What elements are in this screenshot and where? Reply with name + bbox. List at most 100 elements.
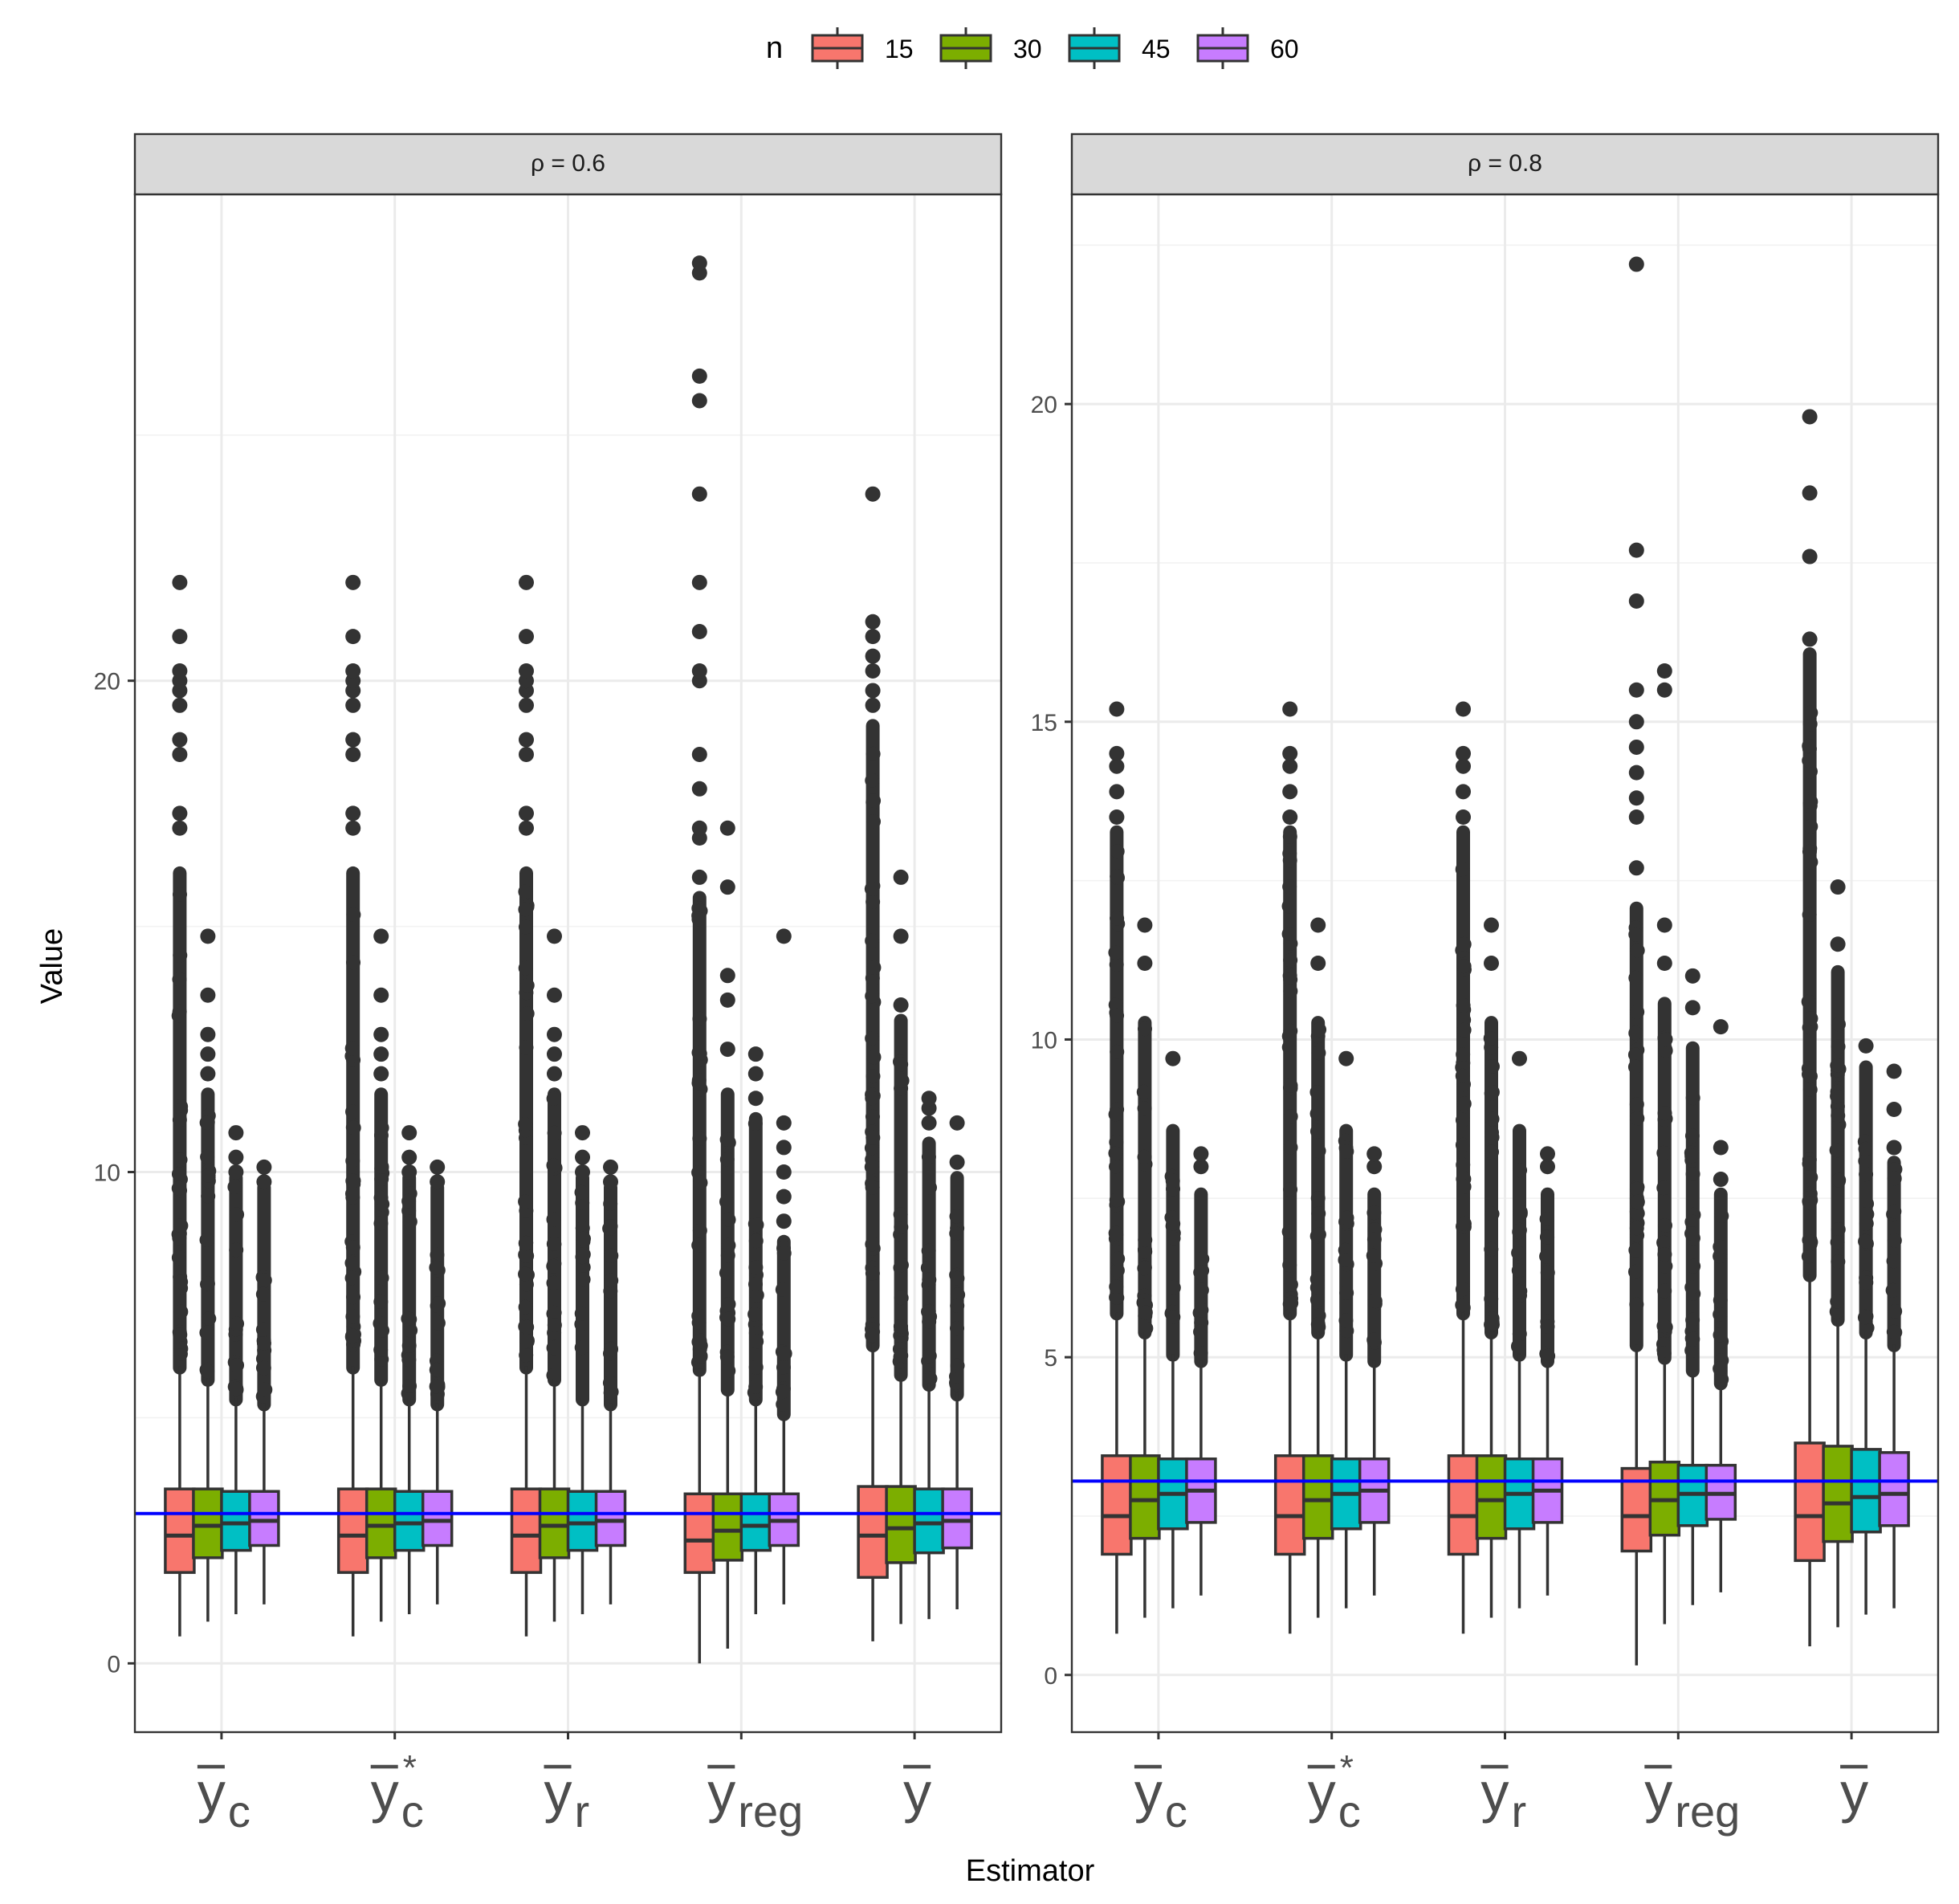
outlier-point (1281, 1040, 1297, 1055)
outlier-point (865, 1031, 880, 1046)
outlier-point (227, 1180, 242, 1195)
outlier-point (256, 1174, 272, 1190)
outlier-point (228, 1164, 244, 1180)
estimator-group-5 (857, 486, 973, 1641)
x-tick-label-sup: * (403, 1748, 417, 1788)
box-n30 (192, 928, 224, 1622)
outlier-point (1511, 1339, 1526, 1354)
outlier-point (255, 1286, 271, 1302)
outlier-point (1513, 1163, 1528, 1178)
outlier-point (721, 1297, 736, 1312)
outlier-point (1859, 1207, 1875, 1222)
box-n60 (1704, 1019, 1737, 1592)
outlier-point (719, 820, 735, 836)
outlier-point (575, 1164, 590, 1180)
outlier-point (229, 1242, 244, 1258)
outlier-point (1630, 1194, 1645, 1209)
legend: n 15 30 45 60 (766, 27, 1299, 69)
outlier-point (1885, 1282, 1900, 1298)
legend-item-30: 30 (939, 27, 1042, 69)
outlier-point (228, 1149, 244, 1165)
outlier-point (1684, 1214, 1700, 1229)
outlier-point (1309, 1271, 1325, 1286)
outlier-point (1628, 714, 1644, 730)
outlier-point (1283, 972, 1298, 987)
outlier-point (547, 987, 562, 1003)
box-n60 (421, 1159, 454, 1604)
outlier-point (256, 1335, 271, 1351)
outlier-point (1802, 409, 1818, 425)
outlier-point (547, 928, 562, 944)
box-iqr (248, 1490, 280, 1547)
outlier-point (172, 972, 187, 987)
outlier-point (865, 894, 881, 909)
outlier-point (1194, 1303, 1209, 1318)
box-iqr (739, 1492, 772, 1552)
outlier-point (173, 1327, 188, 1343)
outlier-point (1656, 917, 1672, 933)
outlier-point (173, 1218, 189, 1233)
outlier-point (171, 1166, 186, 1181)
outlier-point (171, 1008, 186, 1023)
outlier-point (547, 1026, 562, 1042)
outlier-point (950, 1298, 965, 1313)
outlier-point (1281, 1029, 1297, 1044)
box-iqr (566, 1490, 599, 1552)
outlier-point (950, 1358, 965, 1373)
outlier-point (344, 1041, 360, 1056)
outlier-point (865, 1091, 880, 1106)
outlier-point (172, 574, 188, 590)
outlier-point (345, 574, 361, 590)
x-tick-label-sub: c (1165, 1786, 1187, 1837)
outlier-point (949, 1115, 965, 1131)
outlier-point (519, 978, 535, 993)
x-tick-label-sub: reg (738, 1786, 803, 1837)
outlier-point (1456, 1022, 1472, 1038)
outlier-point (691, 781, 707, 797)
outlier-point (1282, 784, 1298, 800)
x-tick-label-4: y reg (707, 1761, 803, 1837)
outlier-point (691, 393, 707, 409)
outlier-point (921, 1243, 936, 1258)
outlier-point (865, 971, 880, 986)
outlier-point (1309, 1292, 1325, 1307)
x-tick-label-2: y c* (1307, 1748, 1361, 1837)
box-n60 (768, 928, 800, 1604)
outlier-point (518, 1299, 533, 1315)
box-iqr (1475, 1454, 1508, 1540)
outlier-point (691, 255, 707, 271)
outlier-point (1658, 1043, 1673, 1058)
outlier-point (691, 1237, 707, 1253)
outlier-point (1628, 970, 1643, 985)
outlier-point (691, 1073, 707, 1088)
outlier-point (230, 1316, 245, 1331)
outlier-point (429, 1379, 444, 1394)
outlier-point (603, 1174, 618, 1190)
outlier-point (1628, 764, 1644, 781)
outlier-point (865, 1180, 880, 1195)
outlier-point (719, 879, 735, 895)
outlier-point (575, 1250, 590, 1265)
outlier-point (1831, 1254, 1846, 1270)
outlier-point (1110, 1008, 1125, 1023)
outlier-point (1485, 1125, 1500, 1140)
outlier-point (1713, 1327, 1728, 1343)
outlier-point (1628, 790, 1644, 806)
outlier-point (1455, 862, 1470, 877)
outlier-point (1283, 952, 1298, 968)
legend-label-15: 15 (885, 35, 914, 63)
box-n15 (683, 255, 716, 1664)
box-iqr (913, 1487, 945, 1555)
outlier-point (865, 746, 881, 761)
outlier-point (1367, 1294, 1383, 1309)
outlier-point (865, 648, 881, 664)
estimator-group-3 (510, 574, 627, 1637)
outlier-point (173, 1152, 188, 1168)
outlier-point (519, 1347, 534, 1363)
outlier-point (1165, 1173, 1180, 1188)
box-iqr (393, 1490, 426, 1552)
outlier-point (1831, 1108, 1846, 1123)
outlier-point (1628, 860, 1644, 876)
outlier-point (1540, 1265, 1555, 1280)
